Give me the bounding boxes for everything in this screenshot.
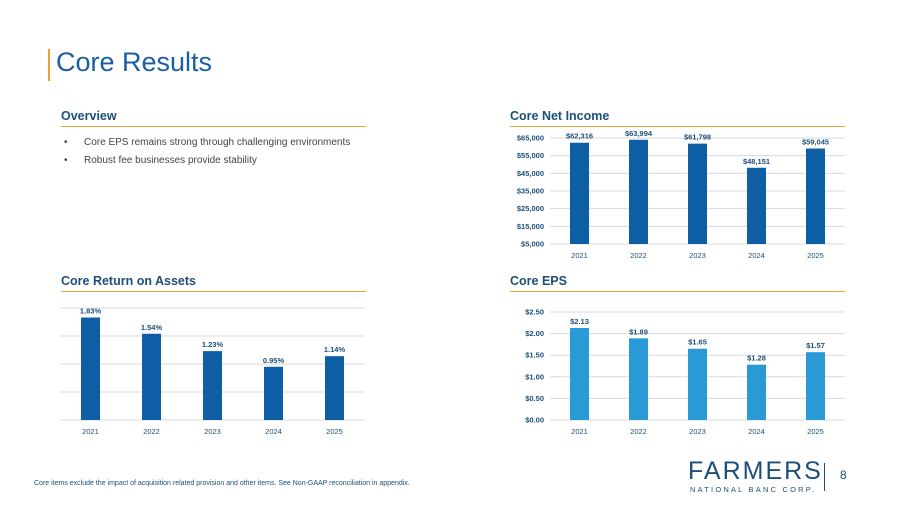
y-tick-label: $65,000 bbox=[517, 134, 544, 143]
y-tick-label: $45,000 bbox=[517, 169, 544, 178]
bar-2021 bbox=[570, 327, 589, 420]
bar-2024 bbox=[747, 167, 766, 244]
x-tick-label: 2024 bbox=[748, 427, 765, 436]
x-tick-label: 2025 bbox=[326, 427, 343, 436]
bar-2024 bbox=[747, 364, 766, 420]
core-net-income-chart: $5,000 $15,000 $25,000 $35,000 $45,000 $55,00… bbox=[517, 129, 845, 260]
core-net-income-rule bbox=[510, 126, 845, 127]
overview-bullet: Core EPS remains strong through challeng… bbox=[62, 137, 350, 148]
bar-2025 bbox=[325, 356, 344, 420]
bar-2023 bbox=[688, 348, 707, 420]
x-tick-label: 2023 bbox=[689, 427, 706, 436]
core-net-income-title: Core Net Income bbox=[510, 109, 610, 123]
logo-subtitle: NATIONAL BANC CORP. bbox=[690, 485, 817, 494]
x-tick-label: 2024 bbox=[748, 251, 765, 260]
core-eps-rule bbox=[510, 291, 845, 292]
x-tick-label: 2023 bbox=[689, 251, 706, 260]
data-label: $1.65 bbox=[688, 338, 707, 347]
data-label: $1.57 bbox=[806, 341, 825, 350]
x-tick-label: 2021 bbox=[571, 251, 588, 260]
data-label: 1.83% bbox=[80, 307, 102, 316]
data-label: $2.13 bbox=[570, 317, 589, 326]
x-tick-label: 2022 bbox=[630, 251, 647, 260]
y-tick-label: $2.50 bbox=[525, 308, 544, 317]
bar-2023 bbox=[203, 351, 222, 420]
x-tick-label: 2022 bbox=[630, 427, 647, 436]
data-label: 0.95% bbox=[263, 356, 285, 365]
x-tick-label: 2023 bbox=[204, 427, 221, 436]
data-label: $59,045 bbox=[802, 138, 829, 147]
core-roa-title: Core Return on Assets bbox=[61, 274, 196, 288]
data-label: $48,151 bbox=[743, 157, 770, 166]
x-tick-label: 2025 bbox=[807, 251, 824, 260]
data-label: $1.28 bbox=[747, 354, 766, 363]
bar-2023 bbox=[688, 143, 707, 244]
bar-2025 bbox=[806, 148, 825, 244]
data-label: 1.14% bbox=[324, 345, 346, 354]
logo-divider bbox=[824, 463, 825, 491]
overview-title: Overview bbox=[61, 109, 117, 123]
y-tick-label: $0.50 bbox=[525, 394, 544, 403]
x-tick-label: 2025 bbox=[807, 427, 824, 436]
y-tick-label: $1.50 bbox=[525, 351, 544, 360]
bar-2022 bbox=[142, 333, 161, 420]
y-tick-label: $1.00 bbox=[525, 372, 544, 381]
bar-2021 bbox=[81, 317, 100, 420]
y-tick-label: $25,000 bbox=[517, 204, 544, 213]
overview-bullet: Robust fee businesses provide stability bbox=[62, 155, 350, 166]
x-tick-label: 2021 bbox=[571, 427, 588, 436]
y-tick-label: $5,000 bbox=[521, 240, 544, 249]
data-label: $63,994 bbox=[625, 129, 653, 138]
bar-2022 bbox=[629, 139, 648, 244]
x-tick-label: 2022 bbox=[143, 427, 160, 436]
title-accent-bar bbox=[48, 49, 50, 81]
y-tick-label: $15,000 bbox=[517, 222, 544, 231]
y-tick-label: $35,000 bbox=[517, 187, 544, 196]
page-title: Core Results bbox=[56, 47, 213, 77]
farmers-logo: FARMERS NATIONAL BANC CORP. bbox=[688, 457, 828, 495]
data-label: 1.54% bbox=[141, 323, 163, 332]
bar-2024 bbox=[264, 366, 283, 420]
x-tick-label: 2024 bbox=[265, 427, 282, 436]
page-number: 8 bbox=[840, 468, 847, 482]
data-label: 1.23% bbox=[202, 340, 224, 349]
y-tick-label: $0.00 bbox=[525, 416, 544, 425]
data-label: $1.89 bbox=[629, 327, 648, 336]
data-label: $61,798 bbox=[684, 133, 711, 142]
y-tick-label: $55,000 bbox=[517, 151, 544, 160]
overview-bullets: Core EPS remains strong through challeng… bbox=[62, 137, 350, 173]
bar-2021 bbox=[570, 142, 589, 244]
core-eps-chart: $0.00 $0.50 $1.00 $1.50 $2.00 $2.50 $2.13 2021 $… bbox=[525, 308, 845, 436]
bar-2022 bbox=[629, 338, 648, 420]
footnote: Core items exclude the impact of acquisi… bbox=[34, 480, 410, 487]
core-eps-title: Core EPS bbox=[510, 274, 567, 288]
y-tick-label: $2.00 bbox=[525, 329, 544, 338]
core-roa-chart: 1.83% 2021 1.54% 2022 1.23% 2023 0.95% 2024 1.14… bbox=[60, 307, 365, 436]
logo-name: FARMERS bbox=[688, 457, 823, 485]
x-tick-label: 2021 bbox=[82, 427, 99, 436]
core-roa-rule bbox=[61, 291, 366, 292]
data-label: $62,316 bbox=[566, 132, 593, 141]
overview-rule bbox=[61, 126, 366, 127]
bar-2025 bbox=[806, 352, 825, 420]
